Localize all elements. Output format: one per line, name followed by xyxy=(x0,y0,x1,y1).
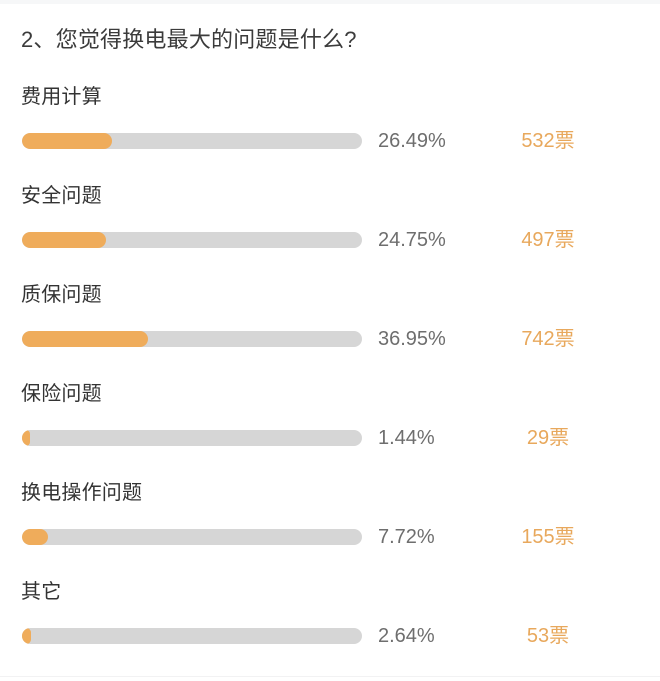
option-label: 安全问题 xyxy=(21,185,102,207)
option-bar-row: 2.64% 53票 xyxy=(0,623,660,649)
poll-option-row[interactable]: 费用计算 26.49% 532票 xyxy=(0,76,660,175)
poll-options-list: 费用计算 26.49% 532票 安全问题 24.75% 497票 质保问题 xyxy=(0,76,660,670)
option-votes-label: 155票 xyxy=(521,526,575,548)
option-label: 换电操作问题 xyxy=(21,482,143,504)
progress-bar-fill xyxy=(22,133,113,149)
page-title: 2、您觉得换电最大的问题是什么? xyxy=(21,27,357,52)
option-bar-row: 26.49% 532票 xyxy=(0,128,660,154)
option-percent-label: 26.49% xyxy=(378,130,446,152)
option-votes-label: 532票 xyxy=(521,130,575,152)
option-bar-row: 24.75% 497票 xyxy=(0,227,660,253)
poll-option-row[interactable]: 其它 2.64% 53票 xyxy=(0,571,660,670)
option-percent-label: 36.95% xyxy=(378,328,446,350)
option-votes-label: 53票 xyxy=(526,625,570,647)
option-label: 保险问题 xyxy=(21,383,102,405)
poll-option-row[interactable]: 换电操作问题 7.72% 155票 xyxy=(0,472,660,571)
progress-bar-track xyxy=(22,133,362,149)
progress-bar-fill xyxy=(22,232,107,248)
option-votes-label: 742票 xyxy=(521,328,575,350)
progress-bar-track xyxy=(22,331,362,347)
progress-bar-fill xyxy=(22,430,30,446)
option-percent-label: 7.72% xyxy=(378,526,435,548)
option-bar-row: 7.72% 155票 xyxy=(0,524,660,550)
option-percent-label: 24.75% xyxy=(378,229,446,251)
poll-option-row[interactable]: 安全问题 24.75% 497票 xyxy=(0,175,660,274)
option-votes-label: 29票 xyxy=(526,427,570,449)
top-edge-strip xyxy=(0,0,660,4)
progress-bar-track xyxy=(22,430,362,446)
progress-bar-fill xyxy=(22,628,31,644)
option-percent-label: 1.44% xyxy=(378,427,435,449)
poll-option-row[interactable]: 质保问题 36.95% 742票 xyxy=(0,274,660,373)
progress-bar-fill xyxy=(22,331,148,347)
option-bar-row: 1.44% 29票 xyxy=(0,425,660,451)
progress-bar-track xyxy=(22,232,362,248)
option-label: 其它 xyxy=(21,581,62,603)
option-votes-label: 497票 xyxy=(521,229,575,251)
poll-option-row[interactable]: 保险问题 1.44% 29票 xyxy=(0,373,660,472)
progress-bar-track xyxy=(22,529,362,545)
option-bar-row: 36.95% 742票 xyxy=(0,326,660,352)
option-label: 费用计算 xyxy=(21,86,102,108)
bottom-edge-hairline xyxy=(0,676,660,677)
progress-bar-track xyxy=(22,628,362,644)
progress-bar-fill xyxy=(22,529,49,545)
option-label: 质保问题 xyxy=(21,284,102,306)
option-percent-label: 2.64% xyxy=(378,625,435,647)
